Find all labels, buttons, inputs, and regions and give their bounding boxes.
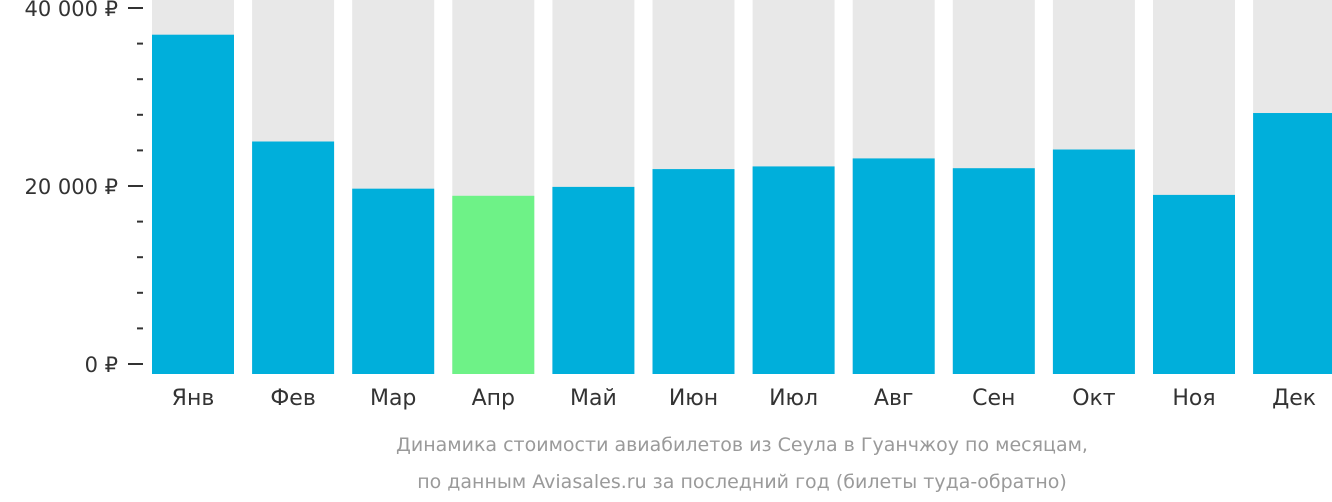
bar-Апр [452, 195, 535, 374]
y-tick-label: 20 000 ₽ [24, 175, 118, 199]
x-tick-label: Ноя [1172, 386, 1215, 411]
bar-Дек [1253, 113, 1332, 375]
x-tick-label: Июн [669, 386, 718, 411]
bar-Янв [152, 34, 234, 374]
chart-caption: Динамика стоимости авиабилетов из Сеула … [396, 434, 1088, 493]
bar-Июл [752, 166, 835, 374]
x-tick-label: Окт [1072, 386, 1116, 411]
x-tick-label: Сен [972, 386, 1015, 411]
caption-line-1: Динамика стоимости авиабилетов из Сеула … [396, 434, 1088, 456]
bar-Фев [252, 141, 335, 374]
x-tick-label: Фев [270, 386, 315, 411]
bars [152, 0, 1332, 375]
y-tick-label: 0 ₽ [85, 353, 118, 377]
x-tick-label: Апр [472, 386, 515, 411]
bar-Май [552, 186, 635, 374]
bar-Июн [652, 169, 735, 374]
caption-line-2: по данным Aviasales.ru за последний год … [417, 471, 1067, 493]
x-tick-label: Мар [370, 386, 416, 411]
bar-Ноя [1153, 194, 1235, 374]
bar-Окт [1052, 149, 1135, 374]
x-tick-label: Май [570, 386, 617, 411]
x-axis-labels: Янв Фев Мар Апр Май Июн Июл Авг Сен Окт Ноя Дек [172, 386, 1316, 411]
bar-Авг [852, 158, 935, 374]
bar-Сен [952, 168, 1035, 374]
y-tick-label: 40 000 ₽ [24, 0, 118, 21]
y-axis: 0 ₽ 20 000 ₽ 40 000 ₽ [24, 0, 143, 377]
x-tick-label: Июл [769, 386, 818, 411]
x-tick-label: Авг [874, 386, 914, 411]
x-tick-label: Янв [172, 386, 215, 411]
x-tick-label: Дек [1272, 386, 1316, 411]
bar-Мар [352, 188, 435, 374]
